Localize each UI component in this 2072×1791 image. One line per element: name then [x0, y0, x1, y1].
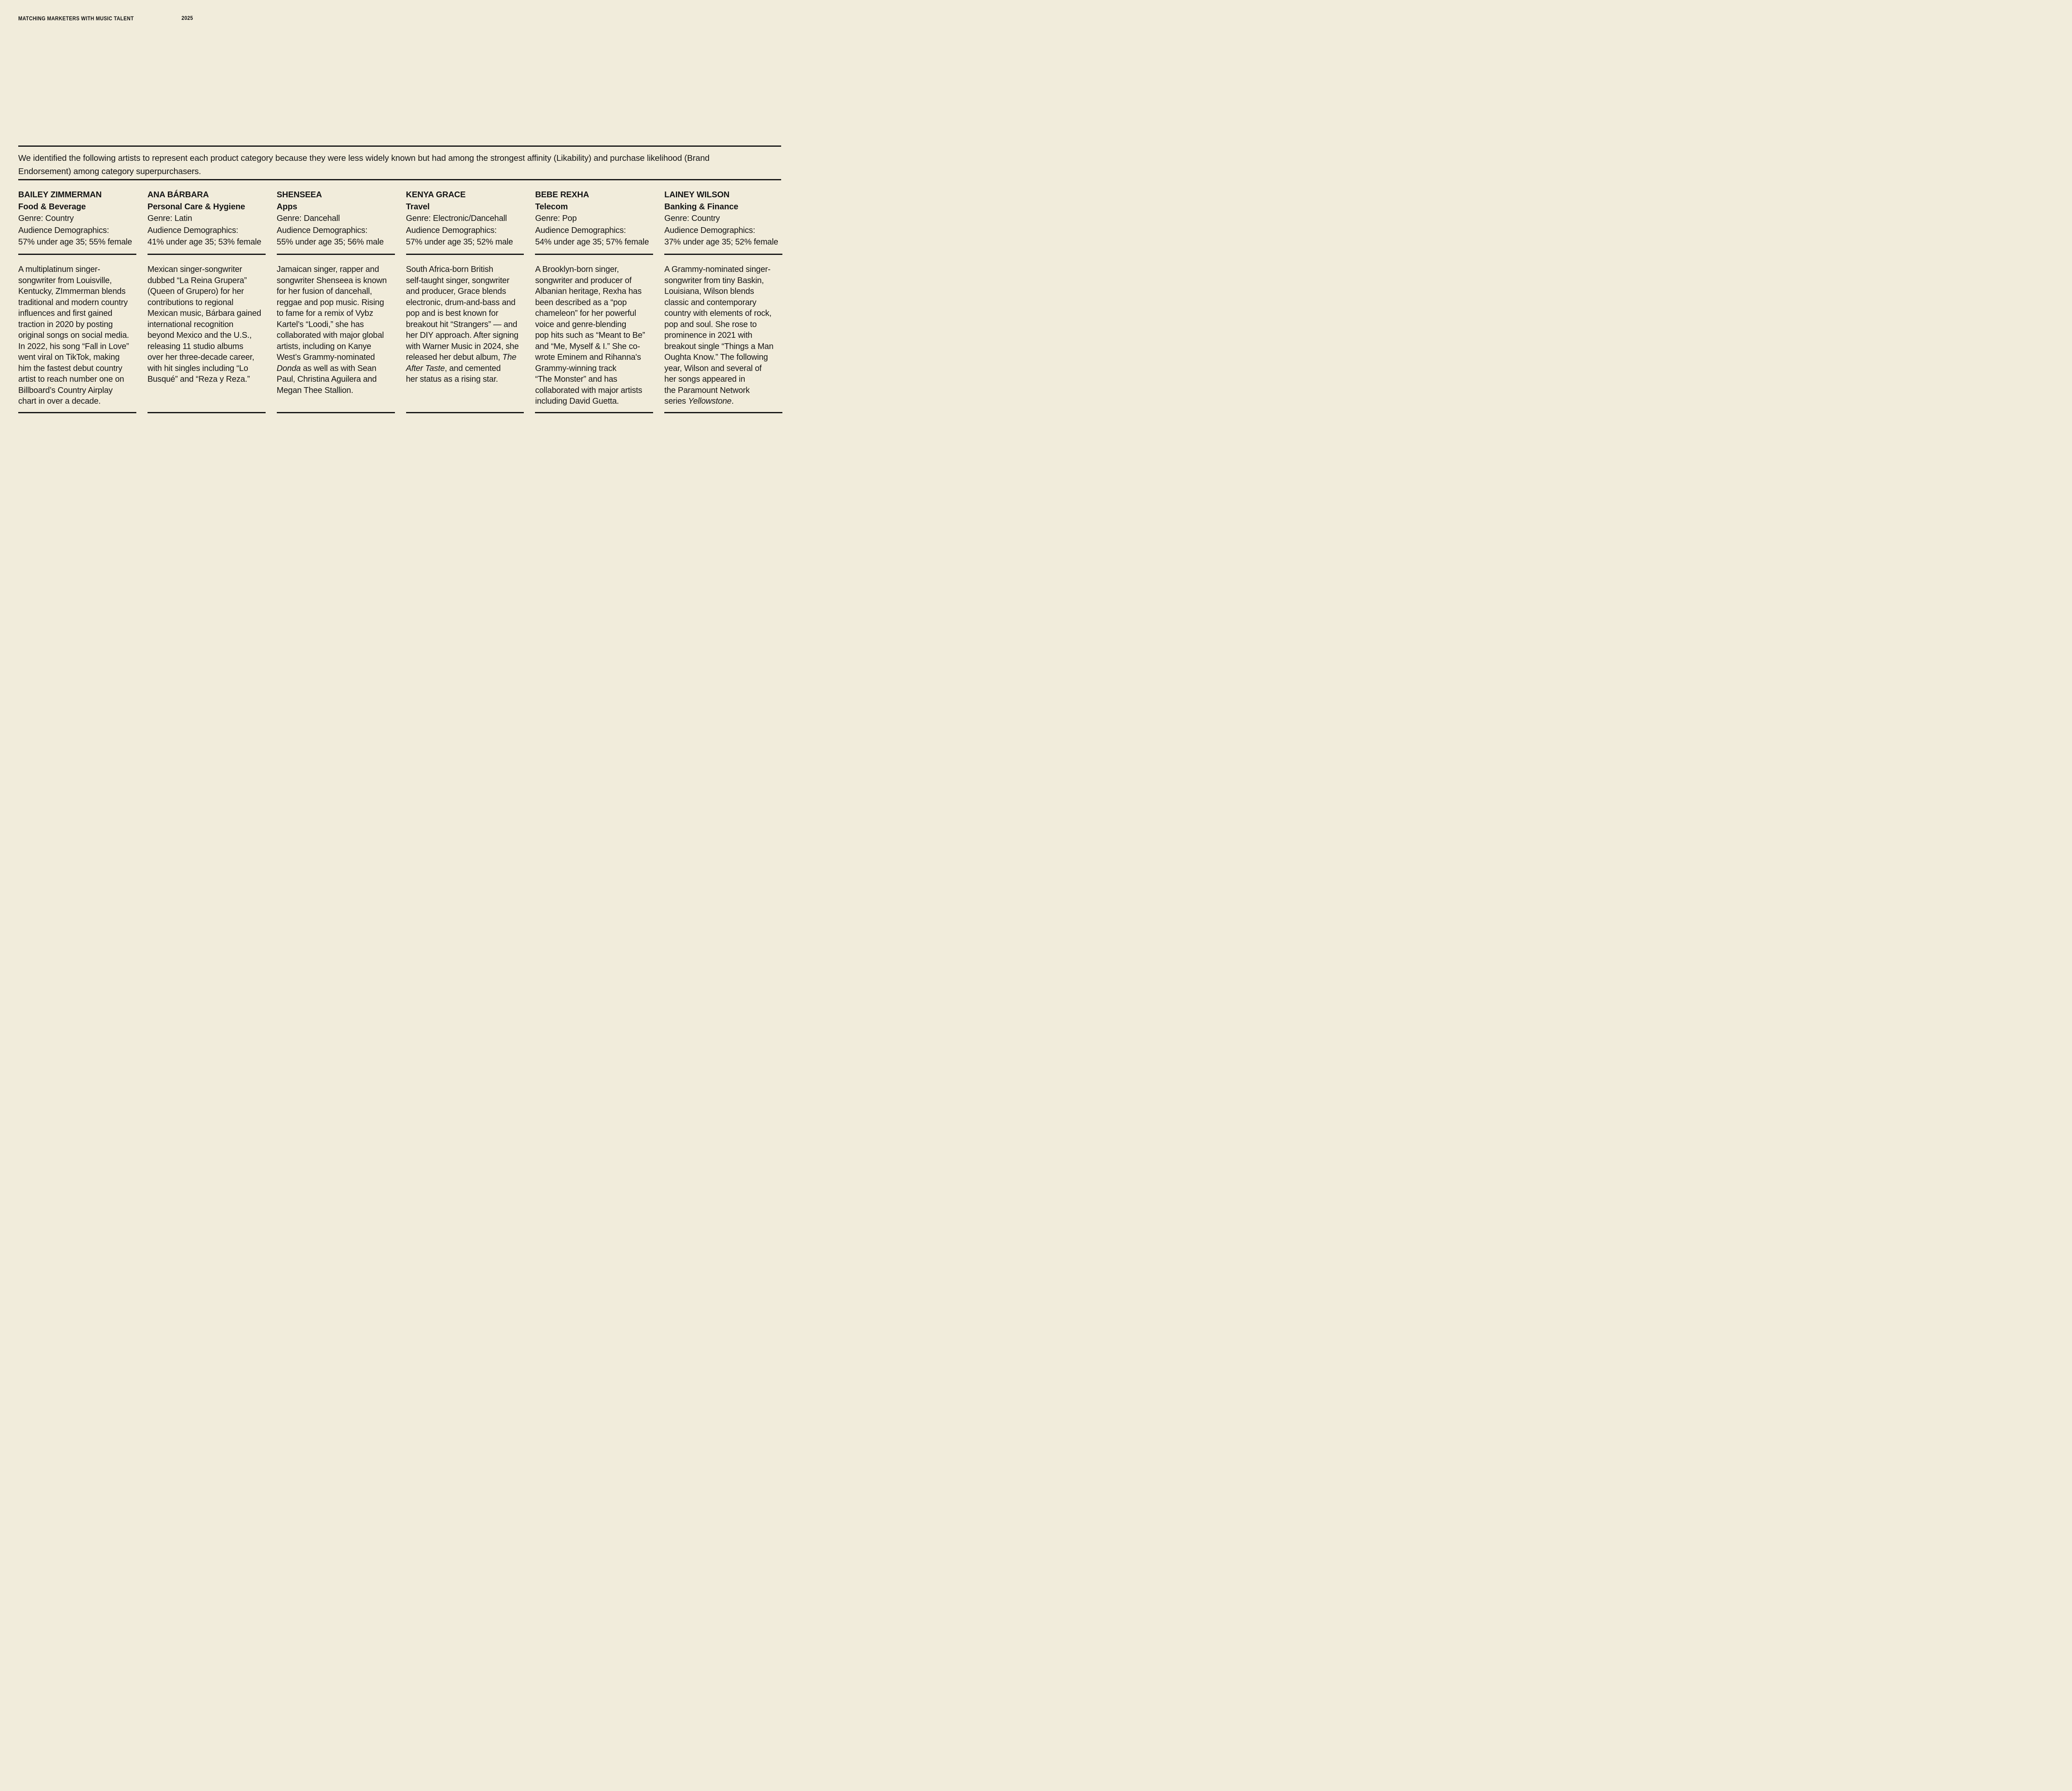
report-page: MATCHING MARKETERS WITH MUSIC TALENT 202…: [0, 0, 796, 448]
product-category: Food & Beverage: [18, 202, 86, 211]
masthead: MATCHING MARKETERS WITH MUSIC TALENT 202…: [18, 15, 267, 24]
card-top-rule: [276, 254, 395, 255]
artist-bio: South Africa-born British self-taught si…: [406, 265, 519, 384]
card-bottom-rule: [276, 412, 395, 413]
product-category: Telecom: [535, 202, 568, 211]
artist-card: ANA BÁRBARA Personal Care & Hygiene Genr…: [147, 189, 266, 413]
card-top-rule: [147, 254, 266, 255]
artist-card: SHENSEEA Apps Genre: Dancehall Audience …: [276, 189, 395, 413]
intro-paragraph: We identified the following artists to r…: [18, 153, 710, 176]
artist-genre: Genre: Country: [18, 214, 74, 223]
audience-demographics-value: 57% under age 35; 55% female: [18, 238, 132, 247]
artist-genre: Genre: Country: [664, 214, 720, 223]
artist-bio: Mexican singer-songwriter dubbed “La Rei…: [147, 265, 261, 384]
artist-bio: A Brooklyn-born singer, songwriter and p…: [535, 265, 645, 406]
artist-name: SHENSEEA: [276, 190, 322, 199]
audience-demographics-value: 37% under age 35; 52% female: [664, 238, 778, 247]
artist-genre: Genre: Dancehall: [276, 214, 340, 223]
artist-genre: Genre: Pop: [535, 214, 577, 223]
artist-bio: A multiplatinum singer- songwriter from …: [18, 265, 129, 406]
card-top-rule: [664, 254, 782, 255]
artist-card: KENYA GRACE Travel Genre: Electronic/Dan…: [406, 189, 524, 413]
artist-name: LAINEY WILSON: [664, 190, 730, 199]
card-bottom-rule: [664, 412, 782, 413]
artist-bio: A Grammy-nominated singer- songwriter fr…: [664, 265, 774, 406]
artist-genre: Genre: Electronic/Dancehall: [406, 214, 507, 223]
masthead-year: 2025: [182, 15, 193, 21]
card-bottom-rule: [406, 412, 524, 413]
top-divider-rule: [18, 145, 781, 147]
card-top-rule: [406, 254, 524, 255]
audience-demographics-value: 57% under age 35; 52% male: [406, 238, 513, 247]
artist-name: BEBE REXHA: [535, 190, 589, 199]
artist-card: LAINEY WILSON Banking & Finance Genre: C…: [664, 189, 782, 413]
product-category: Travel: [406, 202, 430, 211]
intro-divider-rule: [18, 179, 781, 180]
artist-bio: Jamaican singer, rapper and songwriter S…: [276, 265, 387, 395]
audience-demographics-label: Audience Demographics:: [276, 225, 368, 235]
audience-demographics-label: Audience Demographics:: [664, 225, 755, 235]
artist-cards: BAILEY ZIMMERMAN Food & Beverage Genre: …: [18, 189, 782, 413]
audience-demographics-value: 41% under age 35; 53% female: [147, 238, 261, 247]
audience-demographics-label: Audience Demographics:: [406, 225, 497, 235]
card-top-rule: [18, 254, 136, 255]
audience-demographics-label: Audience Demographics:: [535, 225, 626, 235]
audience-demographics-label: Audience Demographics:: [18, 225, 109, 235]
audience-demographics-value: 55% under age 35; 56% male: [276, 238, 384, 247]
card-top-rule: [535, 254, 654, 255]
artist-genre: Genre: Latin: [147, 214, 192, 223]
product-category: Apps: [276, 202, 298, 211]
artist-card: BAILEY ZIMMERMAN Food & Beverage Genre: …: [18, 189, 136, 413]
artist-name: KENYA GRACE: [406, 190, 466, 199]
artist-name: BAILEY ZIMMERMAN: [18, 190, 102, 199]
product-category: Personal Care & Hygiene: [147, 202, 245, 211]
artist-name: ANA BÁRBARA: [147, 190, 209, 199]
audience-demographics-label: Audience Demographics:: [147, 225, 238, 235]
card-bottom-rule: [147, 412, 266, 413]
card-bottom-rule: [18, 412, 136, 413]
artist-card: BEBE REXHA Telecom Genre: Pop Audience D…: [535, 189, 654, 413]
audience-demographics-value: 54% under age 35; 57% female: [535, 238, 649, 247]
product-category: Banking & Finance: [664, 202, 738, 211]
masthead-title: MATCHING MARKETERS WITH MUSIC TALENT: [18, 15, 134, 22]
card-bottom-rule: [535, 412, 654, 413]
